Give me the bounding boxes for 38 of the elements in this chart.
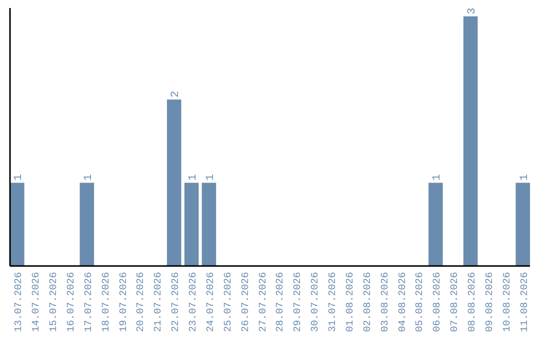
x-tick-label: 26.07.2026 (240, 272, 252, 332)
data-label: 1 (432, 174, 444, 181)
x-tick-label: 07.08.2026 (450, 272, 462, 332)
x-tick-label: 20.07.2026 (136, 272, 148, 332)
x-tick-label: 31.07.2026 (328, 272, 340, 332)
x-tick-label: 04.08.2026 (398, 272, 409, 332)
x-tick-label: 14.07.2026 (32, 272, 43, 332)
x-tick-label: 09.08.2026 (484, 272, 496, 332)
x-tick-label: 19.07.2026 (118, 272, 130, 332)
x-tick-label: 05.08.2026 (415, 272, 426, 332)
x-tick-label: 16.07.2026 (66, 272, 78, 332)
x-tick-label: 23.07.2026 (188, 272, 200, 332)
x-tick-label: 02.08.2026 (362, 272, 374, 332)
x-tick-label: 15.07.2026 (49, 272, 60, 332)
data-label: 1 (13, 174, 26, 181)
x-tick-label: 30.07.2026 (310, 272, 322, 332)
x-tick-label: 22.07.2026 (171, 272, 182, 332)
x-tick-label: 27.07.2026 (258, 272, 270, 332)
x-tick-label: 21.07.2026 (154, 272, 165, 332)
x-tick-label: 11.08.2026 (520, 272, 531, 332)
data-label: 1 (204, 174, 217, 181)
data-label: 3 (466, 8, 479, 14)
data-label: 1 (82, 174, 95, 181)
x-tick-label: 29.07.2026 (293, 272, 304, 332)
data-label: 1 (188, 174, 200, 181)
x-tick-label: 13.07.2026 (14, 272, 26, 332)
x-tick-label: 17.07.2026 (84, 272, 95, 332)
x-tick-label: 24.07.2026 (206, 272, 217, 332)
x-tick-label: 01.08.2026 (345, 272, 356, 332)
data-label: 2 (170, 90, 182, 98)
data-label: 1 (518, 174, 531, 181)
x-tick-label: 06.08.2026 (432, 272, 444, 332)
x-tick-label: 25.07.2026 (223, 272, 234, 332)
x-tick-label: 18.07.2026 (101, 272, 112, 332)
x-tick-label: 28.07.2026 (276, 272, 287, 332)
x-tick-label: 03.08.2026 (380, 272, 392, 332)
x-tick-label: 08.08.2026 (468, 272, 479, 332)
x-tick-label: 10.08.2026 (502, 272, 514, 332)
